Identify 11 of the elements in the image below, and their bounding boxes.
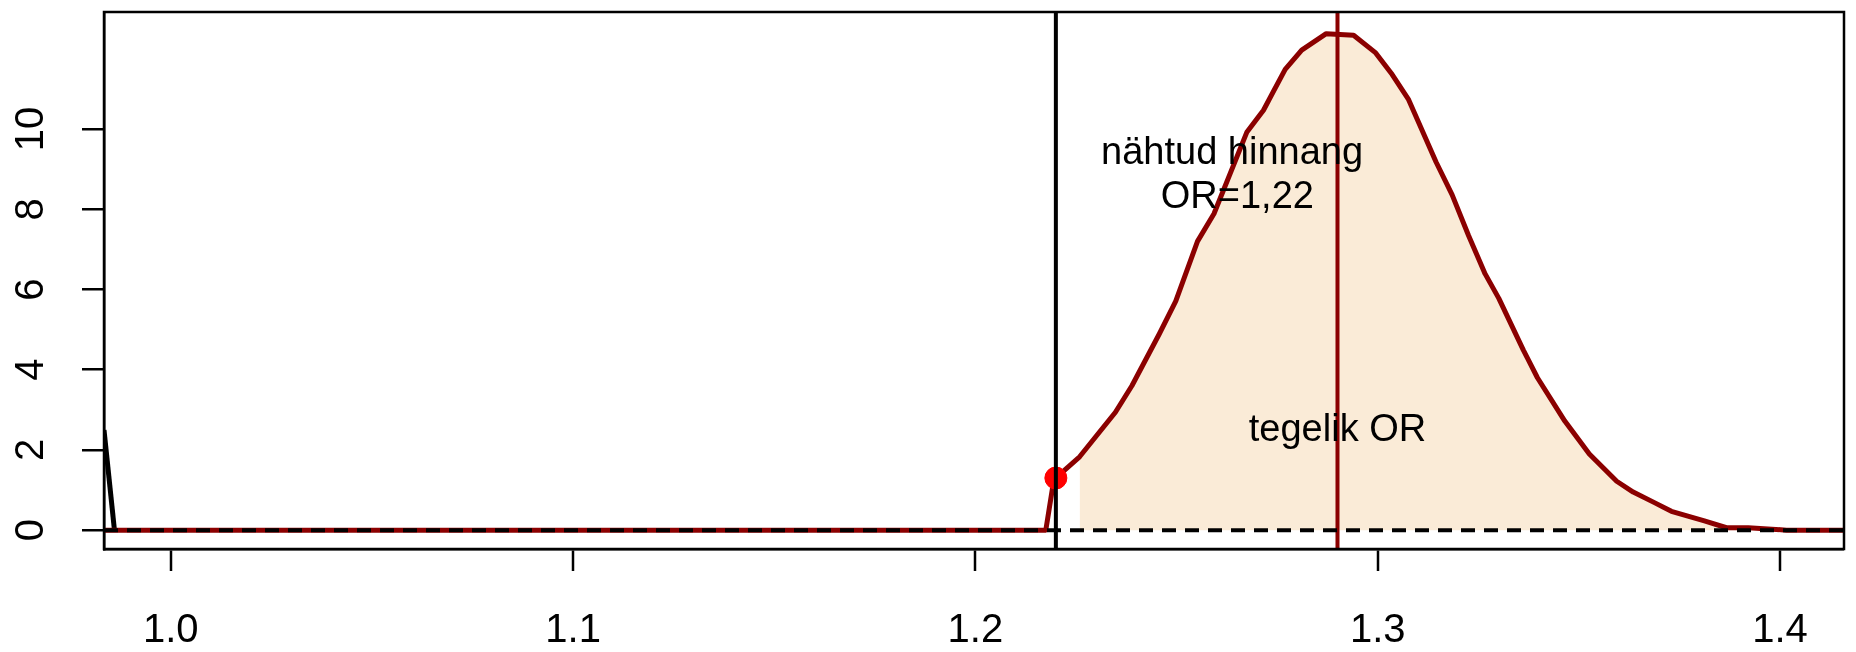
x-tick-label: 1.1	[545, 606, 601, 651]
y-tick-label: 10	[7, 106, 52, 152]
y-tick-label: 6	[7, 278, 52, 301]
y-tick-label: 8	[7, 198, 52, 221]
x-tick-label: 1.0	[142, 606, 199, 651]
y-tick-label: 2	[7, 438, 52, 462]
x-tick-label: 1.2	[947, 606, 1004, 651]
y-tick-label: 4	[7, 358, 52, 381]
x-tick-label: 1.3	[1349, 606, 1406, 651]
x-tick-label: 1.4	[1752, 606, 1808, 651]
y-tick-label: 0	[7, 519, 52, 542]
